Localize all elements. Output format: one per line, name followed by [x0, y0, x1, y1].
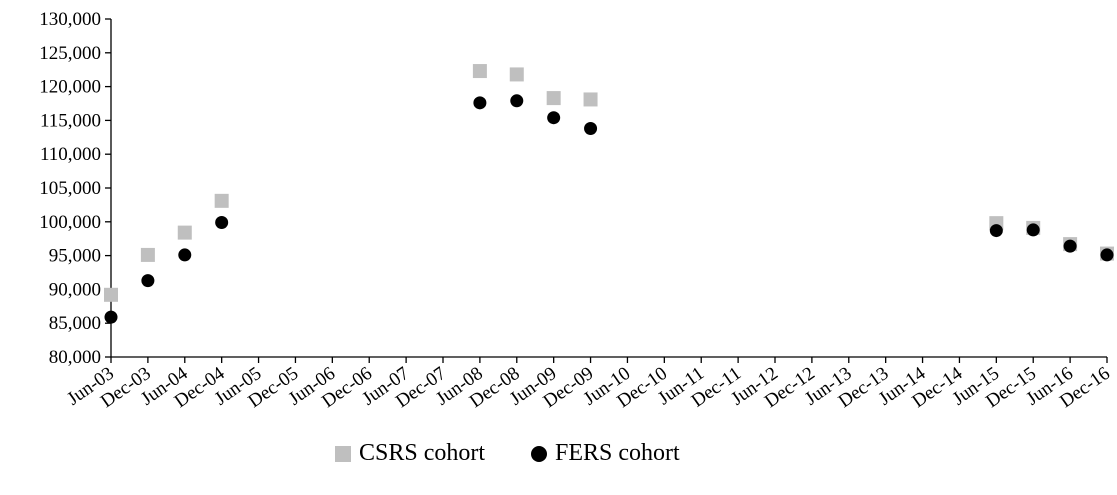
csrs-point [509, 67, 524, 82]
y-tick-label: 115,000 [40, 110, 101, 131]
legend-item-csrs: CSRS cohort [335, 440, 485, 467]
csrs-point [140, 247, 155, 262]
series-fers-cohort [104, 94, 1114, 324]
y-tick-label: 120,000 [39, 77, 101, 98]
fers-point [178, 248, 192, 262]
csrs-point [104, 287, 118, 302]
y-tick-label: 100,000 [39, 212, 101, 233]
fers-point [1026, 223, 1040, 237]
fers-point [1100, 248, 1114, 262]
fers-point [473, 96, 487, 110]
fers-point [141, 274, 155, 288]
fers-point [584, 122, 598, 136]
legend-label-csrs: CSRS cohort [359, 440, 486, 466]
scatter-chart: 80,000 85,000 90,000 95,000 100,000 105,000 11… [39, 9, 1114, 412]
legend-item-fers: FERS cohort [531, 440, 680, 467]
y-tick-label: 95,000 [49, 246, 101, 267]
y-axis: 80,000 85,000 90,000 95,000 100,000 105,000 11… [39, 9, 112, 368]
fers-point [989, 224, 1003, 238]
y-tick-label: 90,000 [49, 279, 101, 300]
y-tick-label: 85,000 [49, 313, 101, 334]
csrs-point [472, 64, 487, 79]
csrs-point [214, 193, 229, 208]
series-csrs-cohort [104, 64, 1114, 302]
y-tick-label: 125,000 [39, 43, 101, 64]
fers-point [1063, 239, 1077, 253]
fers-circle-marker-icon [531, 445, 548, 462]
fers-point [547, 111, 561, 125]
fers-point [215, 215, 229, 229]
csrs-point [583, 92, 598, 107]
y-tick-label: 80,000 [49, 347, 101, 368]
legend-label-fers: FERS cohort [555, 440, 680, 466]
legend: CSRS cohort FERS cohort [335, 440, 680, 467]
csrs-point [177, 225, 192, 240]
fers-point [510, 94, 524, 108]
csrs-point [546, 91, 561, 106]
x-axis: Jun-03Dec-03Jun-04Dec-04Jun-05Dec-05Jun-… [63, 356, 1114, 412]
y-tick-label: 130,000 [39, 9, 101, 30]
fers-point [104, 310, 118, 324]
y-tick-label: 110,000 [40, 144, 101, 165]
y-tick-label: 105,000 [39, 178, 101, 199]
csrs-square-marker-icon [335, 445, 351, 462]
